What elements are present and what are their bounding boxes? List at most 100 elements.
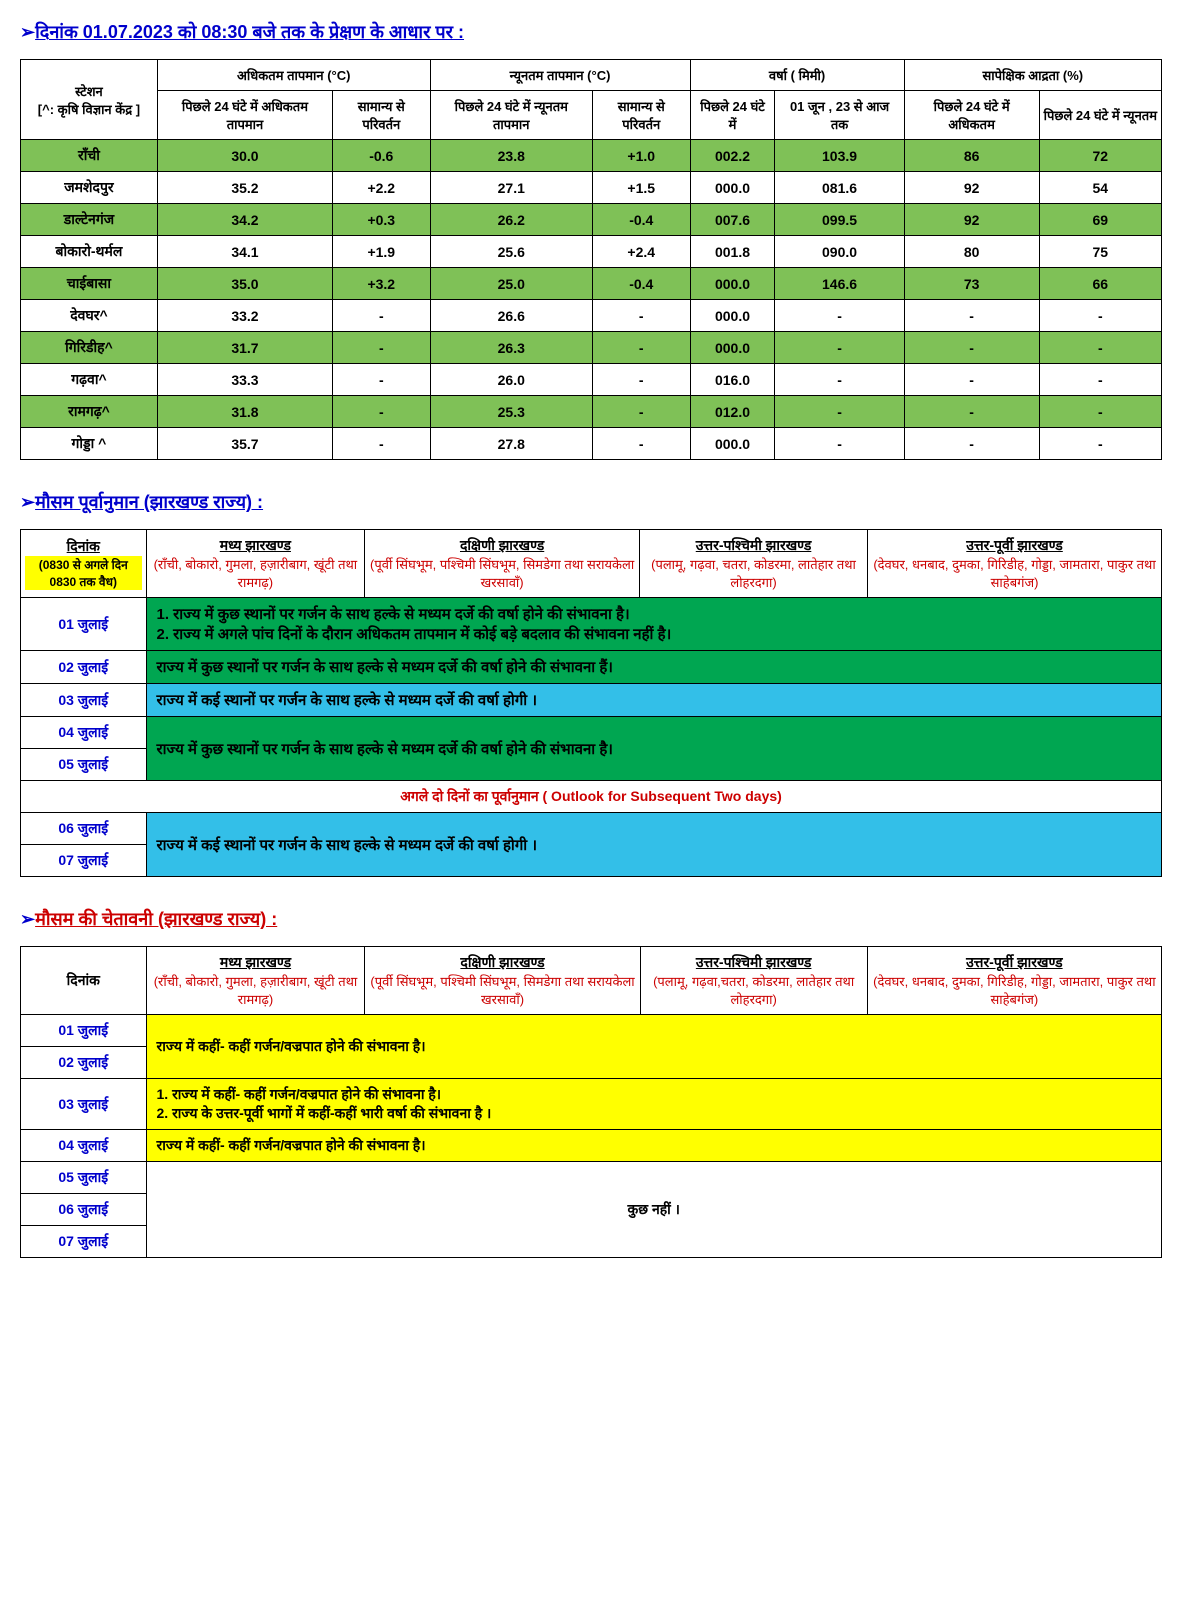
data-cell: 25.0 bbox=[430, 268, 592, 300]
data-cell: बोकारो-थर्मल bbox=[21, 236, 158, 268]
data-cell: 73 bbox=[904, 268, 1039, 300]
data-cell: गिरिडीह^ bbox=[21, 332, 158, 364]
forecast-date: 04 जुलाई bbox=[21, 717, 147, 749]
table-row: रामगढ़^31.8-25.3-012.0--- bbox=[21, 396, 1162, 428]
data-cell: 000.0 bbox=[690, 300, 775, 332]
warning-date: 01 जुलाई bbox=[21, 1015, 147, 1047]
data-cell: गोड्डा ^ bbox=[21, 428, 158, 460]
data-cell: - bbox=[775, 428, 904, 460]
data-cell: - bbox=[1039, 364, 1161, 396]
data-cell: डाल्टेनगंज bbox=[21, 204, 158, 236]
data-cell: - bbox=[904, 428, 1039, 460]
forecast-cell: 1. राज्य में कुछ स्थानों पर गर्जन के साथ… bbox=[146, 598, 1162, 651]
data-cell: 26.0 bbox=[430, 364, 592, 396]
table-row: जमशेदपुर35.2+2.227.1+1.5000.0081.69254 bbox=[21, 172, 1162, 204]
data-cell: 103.9 bbox=[775, 140, 904, 172]
forecast-date: 02 जुलाई bbox=[21, 651, 147, 684]
data-cell: - bbox=[592, 428, 690, 460]
data-cell: +3.2 bbox=[333, 268, 431, 300]
data-cell: +1.9 bbox=[333, 236, 431, 268]
observation-table: स्टेशन [^: कृषि विज्ञान केंद्र ] अधिकतम … bbox=[20, 59, 1162, 460]
forecast-date-header: दिनांक (0830 से अगले दिन 0830 तक वैध) bbox=[21, 530, 147, 598]
wregion-nw: उत्तर-पश्चिमी झारखण्ड (पलामू, गढ़वा,चतरा… bbox=[640, 947, 867, 1015]
data-cell: +2.4 bbox=[592, 236, 690, 268]
forecast-date: 06 जुलाई bbox=[21, 813, 147, 845]
warning-date: 02 जुलाई bbox=[21, 1047, 147, 1079]
data-cell: 26.6 bbox=[430, 300, 592, 332]
warning-header: मौसम की चेतावनी (झारखण्ड राज्य) : bbox=[20, 907, 1162, 931]
data-cell: - bbox=[592, 396, 690, 428]
warning-date: 03 जुलाई bbox=[21, 1079, 147, 1130]
data-cell: 35.7 bbox=[157, 428, 332, 460]
warning-cell: राज्य में कहीं- कहीं गर्जन/वज्रपात होने … bbox=[146, 1130, 1162, 1162]
warning-none: कुछ नहीं । bbox=[146, 1162, 1162, 1258]
data-cell: 26.2 bbox=[430, 204, 592, 236]
data-cell: 72 bbox=[1039, 140, 1161, 172]
maxtemp-group: अधिकतम तापमान (°C) bbox=[157, 60, 430, 91]
wregion-central: मध्य झारखण्ड (राँची, बोकारो, गुमला, हज़ा… bbox=[146, 947, 365, 1015]
data-cell: 000.0 bbox=[690, 428, 775, 460]
data-cell: - bbox=[904, 396, 1039, 428]
data-cell: 35.2 bbox=[157, 172, 332, 204]
data-cell: 016.0 bbox=[690, 364, 775, 396]
data-cell: 27.8 bbox=[430, 428, 592, 460]
warning-date-header: दिनांक bbox=[21, 947, 147, 1015]
region-central: मध्य झारखण्ड (राँची, बोकारो, गुमला, हज़ा… bbox=[146, 530, 365, 598]
data-cell: 25.3 bbox=[430, 396, 592, 428]
data-cell: - bbox=[1039, 396, 1161, 428]
data-cell: 92 bbox=[904, 172, 1039, 204]
data-cell: राँची bbox=[21, 140, 158, 172]
warning-cell: राज्य में कहीं- कहीं गर्जन/वज्रपात होने … bbox=[146, 1015, 1162, 1079]
data-cell: - bbox=[592, 364, 690, 396]
col-hmin: पिछले 24 घंटे में न्यूनतम bbox=[1039, 91, 1161, 140]
col-mindep: सामान्य से परिवर्तन bbox=[592, 91, 690, 140]
data-cell: +1.0 bbox=[592, 140, 690, 172]
data-cell: +2.2 bbox=[333, 172, 431, 204]
col-raincum: 01 जून , 23 से आज तक bbox=[775, 91, 904, 140]
warning-date: 05 जुलाई bbox=[21, 1162, 147, 1194]
data-cell: 23.8 bbox=[430, 140, 592, 172]
data-cell: चाईबासा bbox=[21, 268, 158, 300]
data-cell: 80 bbox=[904, 236, 1039, 268]
data-cell: - bbox=[904, 300, 1039, 332]
data-cell: 75 bbox=[1039, 236, 1161, 268]
data-cell: -0.6 bbox=[333, 140, 431, 172]
col-rain24: पिछले 24 घंटे में bbox=[690, 91, 775, 140]
data-cell: - bbox=[333, 428, 431, 460]
data-cell: - bbox=[904, 364, 1039, 396]
data-cell: 35.0 bbox=[157, 268, 332, 300]
forecast-date: 07 जुलाई bbox=[21, 845, 147, 877]
data-cell: 34.1 bbox=[157, 236, 332, 268]
outlook-row: अगले दो दिनों का पूर्वानुमान ( Outlook f… bbox=[21, 781, 1162, 813]
data-cell: 31.7 bbox=[157, 332, 332, 364]
data-cell: - bbox=[333, 364, 431, 396]
data-cell: - bbox=[775, 396, 904, 428]
data-cell: 000.0 bbox=[690, 332, 775, 364]
data-cell: - bbox=[904, 332, 1039, 364]
forecast-table: दिनांक (0830 से अगले दिन 0830 तक वैध) मध… bbox=[20, 529, 1162, 877]
data-cell: - bbox=[775, 300, 904, 332]
rain-group: वर्षा ( मिमी) bbox=[690, 60, 904, 91]
table-row: गिरिडीह^31.7-26.3-000.0--- bbox=[21, 332, 1162, 364]
data-cell: 25.6 bbox=[430, 236, 592, 268]
wregion-ne: उत्तर-पूर्वी झारखण्ड (देवघर, धनबाद, दुमक… bbox=[867, 947, 1161, 1015]
data-cell: 000.0 bbox=[690, 172, 775, 204]
data-cell: 31.8 bbox=[157, 396, 332, 428]
data-cell: 30.0 bbox=[157, 140, 332, 172]
data-cell: 33.3 bbox=[157, 364, 332, 396]
data-cell: 099.5 bbox=[775, 204, 904, 236]
data-cell: 54 bbox=[1039, 172, 1161, 204]
data-cell: 001.8 bbox=[690, 236, 775, 268]
table-row: चाईबासा35.0+3.225.0-0.4000.0146.67366 bbox=[21, 268, 1162, 300]
table-row: गोड्डा ^35.7-27.8-000.0--- bbox=[21, 428, 1162, 460]
data-cell: 92 bbox=[904, 204, 1039, 236]
data-cell: - bbox=[592, 332, 690, 364]
data-cell: 27.1 bbox=[430, 172, 592, 204]
data-cell: देवघर^ bbox=[21, 300, 158, 332]
data-cell: - bbox=[333, 300, 431, 332]
table-row: डाल्टेनगंज34.2+0.326.2-0.4007.6099.59269 bbox=[21, 204, 1162, 236]
region-south: दक्षिणी झारखण्ड (पूर्वी सिंघभूम, पश्चिमी… bbox=[365, 530, 640, 598]
col-mintemp: पिछले 24 घंटे में न्यूनतम तापमान bbox=[430, 91, 592, 140]
forecast-date: 03 जुलाई bbox=[21, 684, 147, 717]
col-maxtemp: पिछले 24 घंटे में अधिकतम तापमान bbox=[157, 91, 332, 140]
